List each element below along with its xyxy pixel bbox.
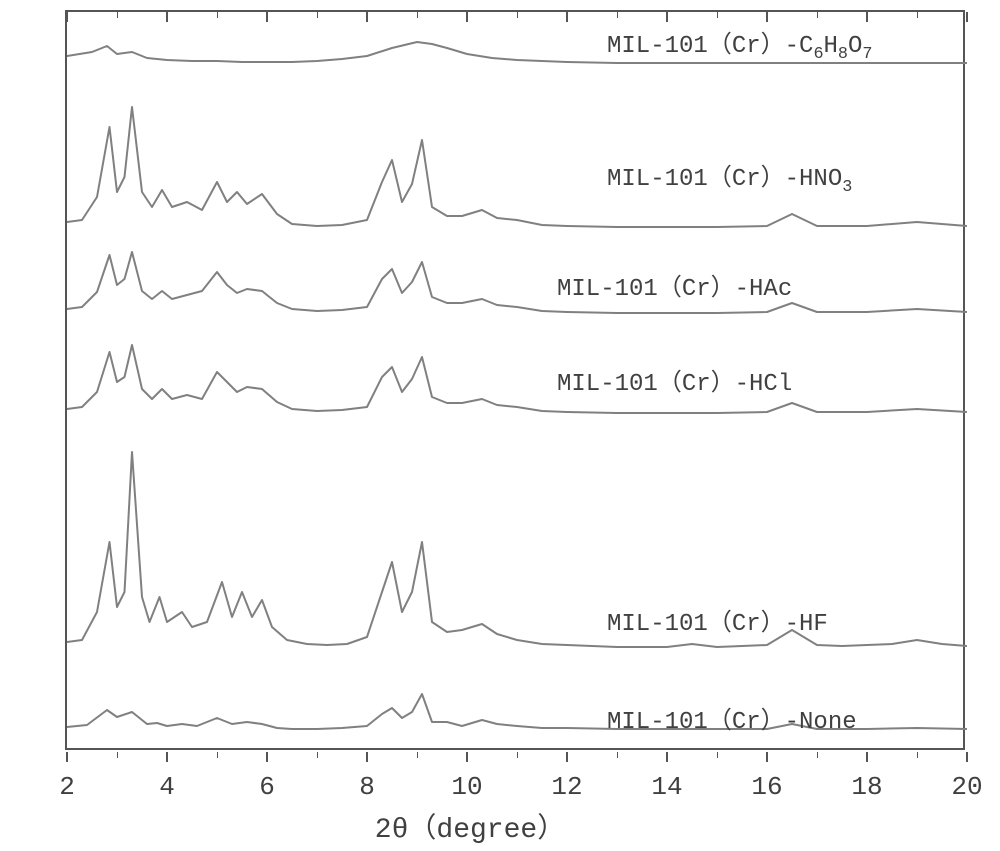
series-label: MIL-101（Cr）-HAc <box>557 267 792 303</box>
x-tick <box>766 752 768 762</box>
x-tick-minor <box>617 12 618 18</box>
x-tick-minor <box>317 752 318 758</box>
x-tick-minor <box>217 752 218 758</box>
x-tick-minor <box>117 12 118 18</box>
x-tick-minor <box>417 752 418 758</box>
plot-area: 2468101214161820MIL-101（Cr）-NoneMIL-101（… <box>65 10 965 750</box>
x-tick-minor <box>817 752 818 758</box>
x-tick-minor <box>717 12 718 18</box>
series-label: MIL-101（Cr）-HNO3 <box>607 157 852 197</box>
xrd-plot-svg <box>67 12 967 752</box>
series-label: MIL-101（Cr）-None <box>607 700 857 736</box>
xrd-trace <box>67 345 967 413</box>
series-label: MIL-101（Cr）-C6H8O7 <box>607 24 872 64</box>
x-tick-minor <box>917 12 918 18</box>
x-tick-minor <box>517 12 518 18</box>
x-tick-label: 4 <box>159 772 175 802</box>
x-tick <box>166 12 168 22</box>
x-tick-minor <box>817 12 818 18</box>
x-tick <box>366 752 368 762</box>
x-tick <box>366 12 368 22</box>
xrd-trace <box>67 452 967 647</box>
x-tick <box>566 752 568 762</box>
x-tick-label: 6 <box>259 772 275 802</box>
series-label: MIL-101（Cr）-HCl <box>557 362 792 398</box>
x-tick <box>466 12 468 22</box>
x-tick-minor <box>517 752 518 758</box>
x-tick-minor <box>917 752 918 758</box>
x-tick-minor <box>617 752 618 758</box>
x-tick <box>266 752 268 762</box>
x-tick <box>866 752 868 762</box>
x-tick-label: 10 <box>451 772 482 802</box>
x-tick <box>266 12 268 22</box>
x-tick-label: 18 <box>851 772 882 802</box>
x-tick <box>66 752 68 762</box>
x-tick-label: 20 <box>951 772 982 802</box>
x-tick-label: 14 <box>651 772 682 802</box>
x-tick-label: 8 <box>359 772 375 802</box>
x-tick <box>466 752 468 762</box>
x-tick <box>966 752 968 762</box>
x-tick <box>966 12 968 22</box>
x-tick-label: 16 <box>751 772 782 802</box>
x-tick-label: 2 <box>59 772 75 802</box>
x-tick <box>66 12 68 22</box>
x-tick-minor <box>217 12 218 18</box>
x-tick <box>866 12 868 22</box>
x-tick <box>666 752 668 762</box>
x-tick-minor <box>117 752 118 758</box>
x-tick-label: 12 <box>551 772 582 802</box>
x-tick <box>666 12 668 22</box>
x-tick <box>766 12 768 22</box>
x-tick <box>166 752 168 762</box>
x-tick-minor <box>317 12 318 18</box>
series-label: MIL-101（Cr）-HF <box>607 602 828 638</box>
xrd-trace <box>67 252 967 313</box>
x-tick-minor <box>717 752 718 758</box>
x-tick-minor <box>417 12 418 18</box>
x-axis-label: 2θ（degree） <box>375 806 565 846</box>
x-tick <box>566 12 568 22</box>
